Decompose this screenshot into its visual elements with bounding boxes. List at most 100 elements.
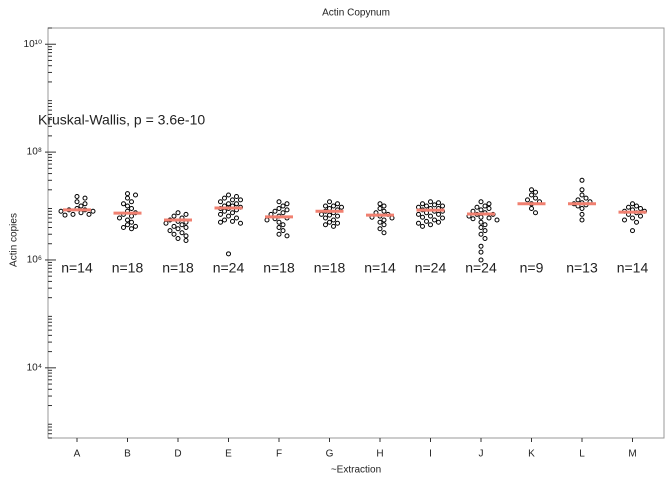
data-point xyxy=(436,211,441,217)
data-point xyxy=(529,192,534,198)
data-point xyxy=(62,212,68,218)
data-point xyxy=(284,207,290,213)
data-point xyxy=(222,195,227,201)
data-point xyxy=(420,214,425,220)
data-point xyxy=(125,203,130,209)
data-point xyxy=(478,207,484,213)
data-point xyxy=(171,213,177,219)
data-point xyxy=(331,203,336,209)
data-point xyxy=(377,219,383,225)
x-tick-label: B xyxy=(124,449,131,460)
data-point xyxy=(381,230,387,236)
n-label: n=14 xyxy=(617,260,649,276)
data-point xyxy=(183,237,189,243)
data-point xyxy=(222,217,227,223)
data-point xyxy=(171,223,177,229)
x-tick-label: A xyxy=(74,449,81,460)
data-point xyxy=(280,203,286,209)
data-point xyxy=(323,203,328,209)
data-point xyxy=(272,208,278,214)
data-point xyxy=(630,215,635,221)
data-point xyxy=(335,201,340,207)
data-point xyxy=(436,200,441,206)
data-point xyxy=(416,220,421,226)
data-point xyxy=(478,243,484,249)
data-point xyxy=(125,222,130,228)
data-point xyxy=(226,192,231,198)
data-point xyxy=(630,201,635,207)
data-point xyxy=(327,219,332,225)
data-point xyxy=(183,224,189,230)
data-point xyxy=(420,223,425,229)
data-point xyxy=(175,210,181,216)
data-point xyxy=(234,201,239,207)
data-point xyxy=(486,206,492,212)
data-point xyxy=(133,223,138,229)
data-point xyxy=(226,201,231,207)
data-point xyxy=(276,206,282,212)
data-point xyxy=(579,177,585,183)
data-point xyxy=(175,226,181,232)
data-point xyxy=(424,218,429,224)
n-label: n=24 xyxy=(415,260,447,276)
data-point xyxy=(117,215,122,221)
x-tick-label: L xyxy=(579,449,585,460)
data-point xyxy=(381,222,387,228)
y-tick-label: 10¹⁰ xyxy=(24,39,42,50)
data-point xyxy=(478,219,484,225)
data-point xyxy=(86,211,92,217)
data-point xyxy=(179,230,185,236)
n-label: n=14 xyxy=(364,260,396,276)
x-tick-label: J xyxy=(479,449,484,460)
data-point xyxy=(428,213,433,219)
data-point xyxy=(424,203,429,209)
data-point xyxy=(533,210,538,216)
data-point xyxy=(575,197,581,203)
y-tick-label: 10⁶ xyxy=(27,255,42,266)
data-point xyxy=(331,223,336,229)
data-point xyxy=(416,211,421,217)
n-label: n=24 xyxy=(465,260,497,276)
data-point xyxy=(634,203,639,209)
data-point xyxy=(377,201,383,207)
data-point xyxy=(234,215,239,221)
data-point xyxy=(533,189,538,195)
data-point xyxy=(276,231,282,237)
data-point xyxy=(579,211,585,217)
data-point xyxy=(78,203,84,209)
data-point xyxy=(276,219,282,225)
data-point xyxy=(579,192,585,198)
data-point xyxy=(183,211,189,217)
data-point xyxy=(478,249,484,255)
data-point xyxy=(179,222,185,228)
data-point xyxy=(125,191,130,197)
data-point xyxy=(129,226,134,232)
x-tick-label: E xyxy=(225,449,232,460)
data-point xyxy=(323,222,328,228)
x-tick-label: D xyxy=(174,449,181,460)
data-point xyxy=(175,236,181,242)
data-point xyxy=(428,199,433,205)
data-point xyxy=(327,212,332,218)
n-label: n=18 xyxy=(263,260,295,276)
data-point xyxy=(436,219,441,225)
data-point xyxy=(218,199,223,205)
data-point xyxy=(230,197,235,203)
data-point xyxy=(440,215,445,221)
data-point xyxy=(121,224,126,230)
data-point xyxy=(478,257,484,263)
data-point xyxy=(486,215,492,221)
data-point xyxy=(529,206,534,212)
x-tick-label: M xyxy=(628,449,636,460)
x-axis-label: ~Extraction xyxy=(331,465,381,476)
data-point xyxy=(482,222,488,228)
x-tick-label: F xyxy=(276,449,282,460)
data-point xyxy=(218,219,223,225)
annotation: Kruskal-Wallis, p = 3.6e-10 xyxy=(38,112,205,128)
data-point xyxy=(420,201,425,207)
data-point xyxy=(230,210,235,216)
data-point xyxy=(432,202,437,208)
